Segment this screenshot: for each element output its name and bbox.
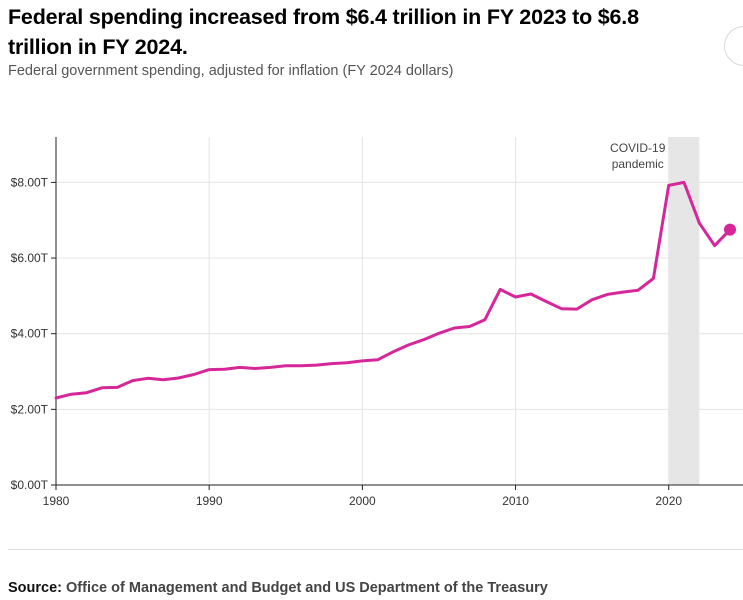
x-tick-label: 2000 <box>349 494 376 508</box>
line-chart: $0.00T $2.00T $4.00T $6.00T $8.00T 1980 1990 20… <box>11 137 743 508</box>
y-tick-label: $0.00T <box>11 478 49 492</box>
x-tick-label: 1980 <box>43 494 70 508</box>
spending-line <box>54 180 732 400</box>
grid-lines <box>56 137 743 485</box>
pandemic-shading <box>668 137 700 485</box>
annotation-label-line2: pandemic <box>612 157 664 171</box>
source-note: Source: Office of Management and Budget … <box>8 580 548 596</box>
source-text: Office of Management and Budget and US D… <box>66 580 548 596</box>
annotation-label-line1: COVID-19 <box>610 141 666 155</box>
x-tick-label: 2020 <box>655 494 682 508</box>
footer-divider <box>8 549 743 550</box>
pandemic-shade-band <box>668 137 700 485</box>
chart-title: Federal spending increased from $6.4 tri… <box>8 5 639 59</box>
y-tick-label: $4.00T <box>11 327 49 341</box>
x-tick-label: 1990 <box>196 494 223 508</box>
y-tick-label: $2.00T <box>11 402 49 416</box>
y-tick-label: $6.00T <box>11 251 49 265</box>
chart-subtitle: Federal government spending, adjusted fo… <box>8 63 454 79</box>
axes <box>51 137 743 490</box>
source-label: Source: <box>8 580 62 596</box>
latest-value-marker <box>724 223 736 236</box>
x-tick-label: 2010 <box>502 494 529 508</box>
tick-labels: $0.00T $2.00T $4.00T $6.00T $8.00T 1980 1990 20… <box>11 175 683 508</box>
y-tick-label: $8.00T <box>11 175 49 189</box>
data-series <box>54 180 736 400</box>
annotations: COVID-19 pandemic <box>610 141 666 171</box>
